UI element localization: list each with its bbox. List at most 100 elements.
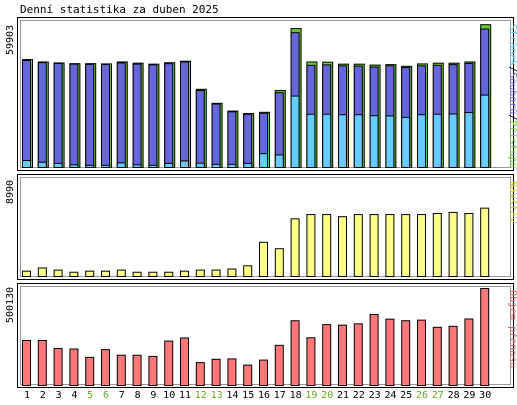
x-tick-label: 9 <box>150 390 156 401</box>
visits-bar <box>211 269 221 278</box>
pages-bar <box>132 164 142 168</box>
x-tick-label: 16 <box>258 390 270 401</box>
volume-bar <box>306 337 316 386</box>
visits-bar <box>243 265 253 278</box>
volume-bar <box>243 364 253 386</box>
x-tick-label: 5 <box>87 390 93 401</box>
visits-bar <box>148 271 158 277</box>
volume-bar <box>85 356 95 387</box>
visits-bar <box>85 270 95 278</box>
x-tick-label: 8 <box>135 390 141 401</box>
volume-bar <box>353 323 363 386</box>
volume-bar <box>401 320 411 387</box>
volume-bar <box>448 325 458 386</box>
legend-part: / <box>507 114 517 120</box>
volume-bar <box>116 354 126 386</box>
x-tick-label: 20 <box>321 390 333 401</box>
visits-bar <box>195 269 205 278</box>
files-bar <box>85 63 95 168</box>
visits-bar <box>464 212 474 277</box>
pages-bar <box>464 112 474 168</box>
pages-bar <box>53 162 63 168</box>
pages-bar <box>417 114 426 168</box>
visits-bar <box>385 214 395 277</box>
pages-bar <box>148 164 158 168</box>
volume-bar <box>290 320 300 387</box>
volume-bar <box>180 337 189 387</box>
volume-bar <box>417 319 426 387</box>
volume-bar <box>322 324 332 386</box>
legend-part: Souborů <box>507 72 517 114</box>
visits-bar <box>480 207 490 277</box>
volume-bar <box>37 340 47 386</box>
pages-bar <box>401 116 411 168</box>
legend-part: Přístupů <box>507 120 517 168</box>
y-max-tick-label: 8990 <box>5 180 16 204</box>
volume-bar <box>385 318 395 387</box>
pages-bar <box>290 95 300 168</box>
pages-bar <box>338 114 347 168</box>
pages-bar <box>259 153 268 169</box>
pages-bar <box>227 163 237 168</box>
volume-bar <box>164 340 174 386</box>
pages-bar <box>69 164 79 168</box>
pages-bar <box>116 162 126 168</box>
files-bar <box>164 63 174 168</box>
x-tick-label: 6 <box>103 390 109 401</box>
legend-part: Návštěv <box>507 181 517 223</box>
volume-bar <box>480 288 490 386</box>
pages-bar <box>353 114 363 168</box>
x-tick-label: 15 <box>242 390 254 401</box>
volume-bar <box>259 359 268 387</box>
pages-bar <box>164 162 174 168</box>
visits-bar <box>448 211 458 277</box>
visits-bar <box>322 214 332 277</box>
pages-bar <box>480 94 490 168</box>
volume-bar <box>132 354 142 386</box>
pages-bar <box>369 115 379 169</box>
visits-bar <box>369 214 379 277</box>
pages-bar <box>37 161 47 169</box>
files-bar <box>53 62 63 168</box>
pages-bar <box>274 154 284 168</box>
visits-bar <box>53 269 63 278</box>
x-tick-label: 4 <box>71 390 77 401</box>
volume-bar <box>338 324 347 386</box>
visits-bar <box>69 271 79 277</box>
x-tick-label: 19 <box>305 390 317 401</box>
legend-label: Návštěv <box>507 181 517 223</box>
pages-bar <box>195 162 205 169</box>
visits-bar <box>164 271 174 277</box>
x-tick-label: 23 <box>369 390 381 401</box>
x-tick-label: 10 <box>163 390 175 401</box>
y-max-tick-label: 59903 <box>5 25 16 55</box>
x-tick-label: 24 <box>384 390 396 401</box>
x-tick-label: 1 <box>24 390 30 401</box>
visits-bar <box>417 214 426 277</box>
x-tick-label: 3 <box>56 390 62 401</box>
files-bar <box>37 62 47 168</box>
x-tick-label: 26 <box>416 390 428 401</box>
pages-bar <box>180 160 189 168</box>
legend-part: Stránek <box>507 24 517 66</box>
visits-bar <box>227 268 237 277</box>
volume-bar <box>432 326 442 386</box>
files-bar <box>148 64 158 168</box>
legend-part: / <box>507 66 517 72</box>
pages-bar <box>322 113 332 168</box>
pages-bar <box>243 162 253 168</box>
visits-bar <box>22 270 31 278</box>
volume-bar <box>22 340 31 386</box>
x-tick-label: 29 <box>463 390 475 401</box>
chart-title: Denní statistika za duben 2025 <box>20 3 219 16</box>
x-tick-label: 12 <box>195 390 207 401</box>
pages-bar <box>211 163 221 168</box>
pages-bar <box>101 164 110 168</box>
pages-bar <box>306 113 316 168</box>
visits-bar <box>274 248 284 278</box>
volume-bar <box>101 349 110 386</box>
x-tick-label: 7 <box>119 390 125 401</box>
x-tick-label: 21 <box>337 390 349 401</box>
x-tick-label: 22 <box>353 390 365 401</box>
files-bar <box>132 63 142 168</box>
